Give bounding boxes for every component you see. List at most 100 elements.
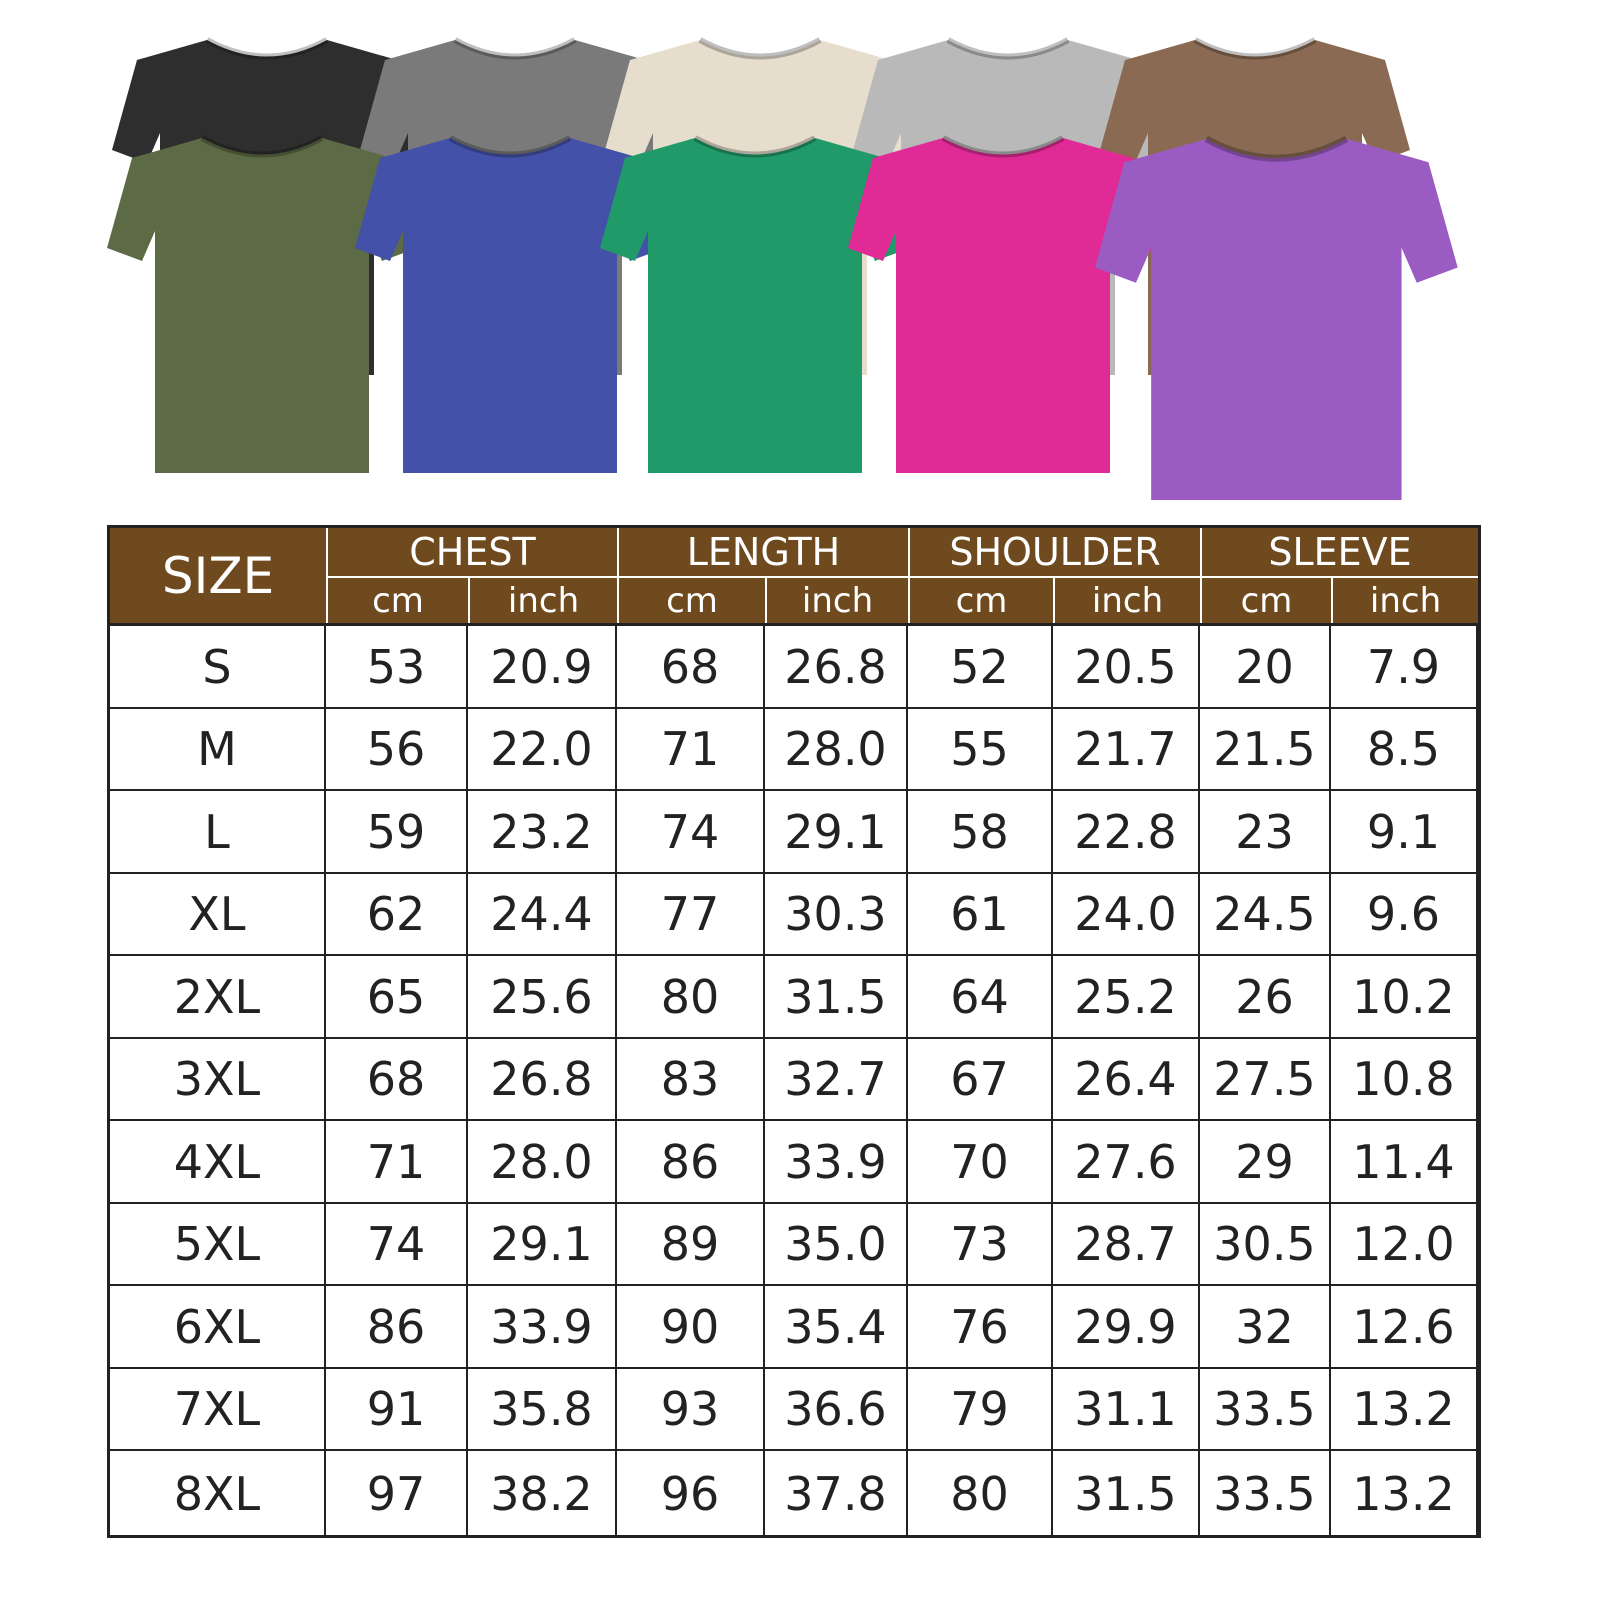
measurement: 12.0 [1331,1204,1478,1286]
measurement: 30.3 [765,874,908,956]
measurement: 10.2 [1331,956,1478,1039]
size-label: 7XL [110,1369,326,1451]
shirt [1095,135,1458,500]
measurement: 24.4 [468,874,617,956]
measurement: 73 [908,1204,1053,1286]
measurement: 26.8 [765,626,908,709]
measurement: 29.1 [468,1204,617,1286]
header-unit: inch [1053,578,1200,623]
shirt-body [1095,138,1458,500]
header-group: CHEST [326,528,617,578]
measurement: 80 [908,1451,1053,1538]
measurement: 77 [617,874,765,956]
measurement: 56 [326,709,468,791]
measurement: 35.4 [765,1286,908,1369]
size-label: S [110,626,326,709]
measurement: 76 [908,1286,1053,1369]
measurement: 26.8 [468,1039,617,1121]
measurement: 9.6 [1331,874,1478,956]
measurement: 91 [326,1369,468,1451]
measurement: 31.5 [1053,1451,1200,1538]
shirt-body [107,138,417,473]
shirt [848,135,1158,473]
measurement: 58 [908,791,1053,874]
size-label: 4XL [110,1121,326,1204]
measurement: 27.6 [1053,1121,1200,1204]
size-label: M [110,709,326,791]
measurement: 29.1 [765,791,908,874]
header-unit: cm [617,578,765,623]
header-group: SHOULDER [908,528,1200,578]
header-unit: inch [765,578,908,623]
measurement: 21.5 [1200,709,1331,791]
measurement: 89 [617,1204,765,1286]
measurement: 62 [326,874,468,956]
measurement: 24.5 [1200,874,1331,956]
measurement: 36.6 [765,1369,908,1451]
measurement: 33.9 [765,1121,908,1204]
measurement: 97 [326,1451,468,1538]
measurement: 24.0 [1053,874,1200,956]
shirt-collar [941,135,1065,158]
measurement: 80 [617,956,765,1039]
measurement: 23 [1200,791,1331,874]
measurement: 90 [617,1286,765,1369]
measurement: 8.5 [1331,709,1478,791]
size-label: 8XL [110,1451,326,1538]
measurement: 32.7 [765,1039,908,1121]
measurement: 27.5 [1200,1039,1331,1121]
shirt [355,135,665,473]
size-label: 2XL [110,956,326,1039]
measurement: 52 [908,626,1053,709]
measurement: 93 [617,1369,765,1451]
measurement: 32 [1200,1286,1331,1369]
measurement: 21.7 [1053,709,1200,791]
measurement: 70 [908,1121,1053,1204]
measurement: 10.8 [1331,1039,1478,1121]
measurement: 71 [326,1121,468,1204]
measurement: 74 [326,1204,468,1286]
measurement: 86 [617,1121,765,1204]
measurement: 67 [908,1039,1053,1121]
measurement: 33.9 [468,1286,617,1369]
measurement: 71 [617,709,765,791]
shirt-collar [205,37,329,60]
measurement: 28.0 [468,1121,617,1204]
size-label: XL [110,874,326,956]
measurement: 26 [1200,956,1331,1039]
measurement: 64 [908,956,1053,1039]
shirt-body [848,138,1158,473]
measurement: 29 [1200,1121,1331,1204]
size-label: 5XL [110,1204,326,1286]
measurement: 31.5 [765,956,908,1039]
measurement: 9.1 [1331,791,1478,874]
header-unit: inch [1331,578,1478,623]
measurement: 83 [617,1039,765,1121]
measurement: 25.6 [468,956,617,1039]
measurement: 28.7 [1053,1204,1200,1286]
header-group: SLEEVE [1200,528,1478,578]
measurement: 35.8 [468,1369,617,1451]
measurement: 68 [617,626,765,709]
measurement: 28.0 [765,709,908,791]
size-label: 6XL [110,1286,326,1369]
measurement: 20.5 [1053,626,1200,709]
size-table: SIZE CHEST cm inch LENGTH cm inch SHOULDER cm inc… [107,525,1481,1538]
measurement: 61 [908,874,1053,956]
measurement: 96 [617,1451,765,1538]
shirt-collar [453,37,577,60]
shirt-collar [200,135,324,158]
measurement: 13.2 [1331,1451,1478,1538]
shirt-collar [693,135,817,158]
shirt-body [600,138,910,473]
shirt-collar [1193,37,1317,60]
measurement: 74 [617,791,765,874]
measurement: 38.2 [468,1451,617,1538]
measurement: 12.6 [1331,1286,1478,1369]
size-label: 3XL [110,1039,326,1121]
measurement: 11.4 [1331,1121,1478,1204]
measurement: 26.4 [1053,1039,1200,1121]
measurement: 22.0 [468,709,617,791]
shirt-collar [1204,135,1349,162]
shirt-body [355,138,665,473]
